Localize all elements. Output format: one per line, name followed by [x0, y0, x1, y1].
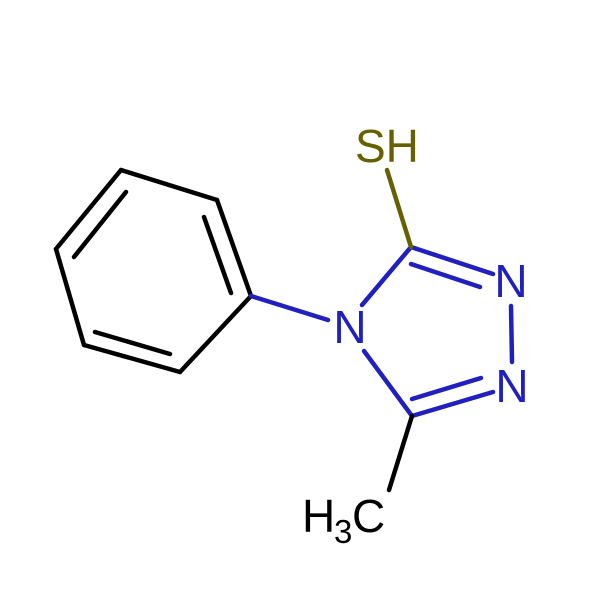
bond-c3-c4 — [121, 170, 217, 200]
bond-c4-c5-a — [217, 200, 251, 296]
chemical-structure-diagram: N N N SH H 3 C — [0, 0, 600, 600]
atom-label-n3: N — [495, 360, 528, 412]
bond-c-ch3 — [389, 416, 412, 490]
bond-c5-c6 — [180, 296, 251, 372]
bond-n3-cme-b — [412, 378, 481, 399]
benzene-ring — [56, 170, 251, 372]
h3c-3: 3 — [334, 513, 352, 550]
triazole-ring — [362, 247, 512, 416]
bond-c-sh — [387, 170, 411, 247]
atom-label-n1: N — [333, 301, 366, 353]
bond-n2-n3 — [511, 306, 512, 362]
atom-label-n2: N — [494, 255, 527, 307]
bond-n1-csh — [362, 247, 411, 305]
bond-c2-c3-b — [74, 192, 126, 257]
bond-c1-c2 — [56, 249, 84, 345]
bond-cme-n1 — [364, 351, 412, 416]
bond-c6-c1-a — [84, 345, 180, 372]
bond-phenyl-n1 — [251, 296, 328, 320]
atom-label-sh: SH — [355, 120, 419, 172]
atom-label-h3c: H 3 C — [302, 490, 385, 550]
h3c-c: C — [352, 490, 385, 542]
h3c-h: H — [302, 490, 335, 542]
